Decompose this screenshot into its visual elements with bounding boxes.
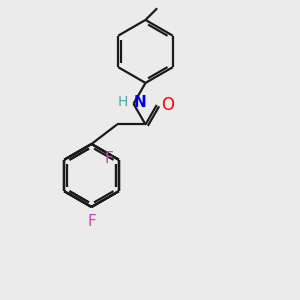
Text: F: F: [87, 214, 96, 229]
Text: F: F: [105, 151, 113, 166]
Text: N: N: [134, 95, 147, 110]
Text: O: O: [161, 96, 174, 114]
Text: H: H: [118, 95, 128, 109]
